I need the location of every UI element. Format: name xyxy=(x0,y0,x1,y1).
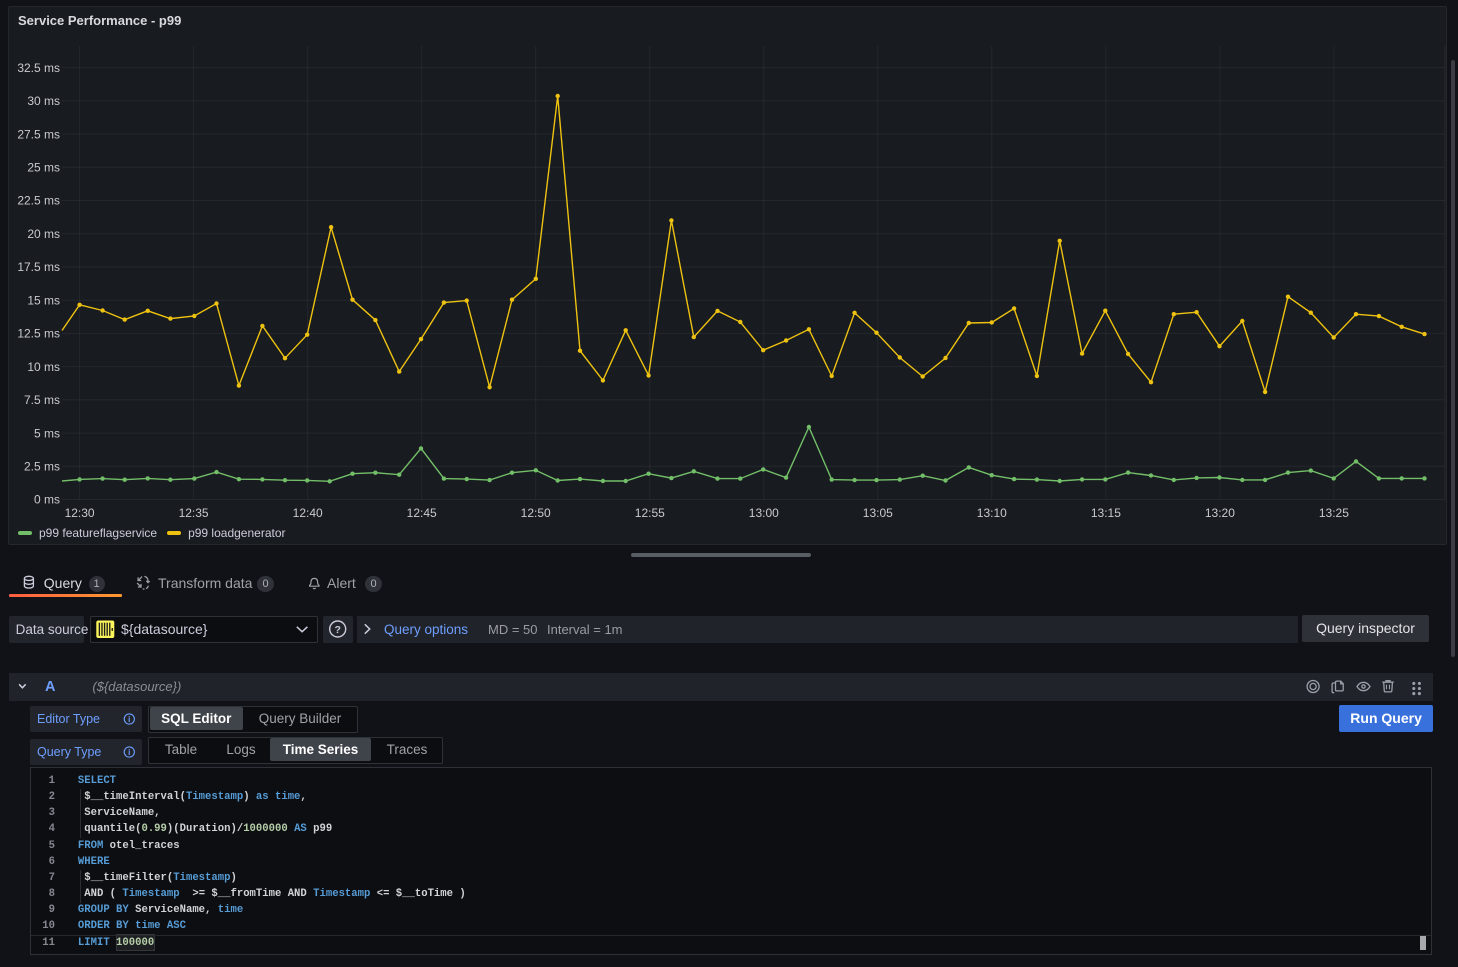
svg-text:12:35: 12:35 xyxy=(179,506,209,520)
svg-text:22.5 ms: 22.5 ms xyxy=(17,194,60,208)
svg-text:12:30: 12:30 xyxy=(65,506,95,520)
svg-text:13:05: 13:05 xyxy=(863,506,893,520)
svg-text:12:55: 12:55 xyxy=(635,506,665,520)
svg-text:13:10: 13:10 xyxy=(977,506,1007,520)
svg-text:7.5 ms: 7.5 ms xyxy=(24,393,60,407)
svg-text:20 ms: 20 ms xyxy=(27,227,60,241)
svg-text:0 ms: 0 ms xyxy=(34,493,60,507)
svg-text:?: ? xyxy=(334,624,340,636)
svg-text:15 ms: 15 ms xyxy=(27,293,60,307)
svg-text:13:25: 13:25 xyxy=(1319,506,1349,520)
svg-text:13:00: 13:00 xyxy=(749,506,779,520)
svg-text:5 ms: 5 ms xyxy=(34,426,60,440)
svg-text:17.5 ms: 17.5 ms xyxy=(17,260,60,274)
svg-text:2.5 ms: 2.5 ms xyxy=(24,460,60,474)
svg-text:32.5 ms: 32.5 ms xyxy=(17,61,60,75)
svg-text:25 ms: 25 ms xyxy=(27,161,60,175)
svg-text:i: i xyxy=(128,715,130,724)
svg-text:12.5 ms: 12.5 ms xyxy=(17,327,60,341)
svg-text:30 ms: 30 ms xyxy=(27,94,60,108)
svg-text:12:40: 12:40 xyxy=(293,506,323,520)
svg-text:i: i xyxy=(128,748,130,757)
svg-text:10 ms: 10 ms xyxy=(27,360,60,374)
svg-text:13:15: 13:15 xyxy=(1091,506,1121,520)
svg-text:12:50: 12:50 xyxy=(521,506,551,520)
svg-text:27.5 ms: 27.5 ms xyxy=(17,127,60,141)
svg-text:12:45: 12:45 xyxy=(407,506,437,520)
svg-text:13:20: 13:20 xyxy=(1205,506,1235,520)
